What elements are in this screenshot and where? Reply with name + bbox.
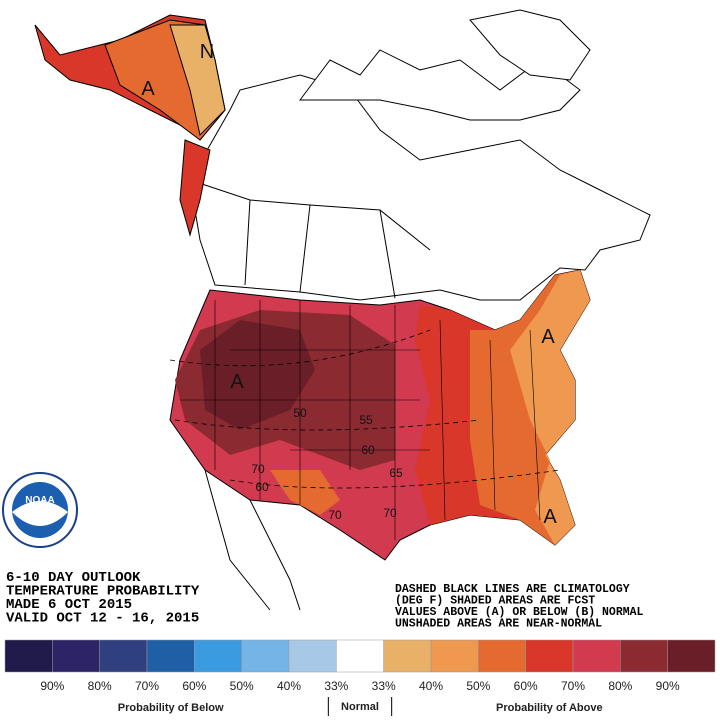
legend-swatch bbox=[572, 639, 621, 673]
legend-label: 80% bbox=[88, 679, 112, 693]
legend-label: 70% bbox=[135, 679, 159, 693]
normal-title: Normal bbox=[341, 701, 379, 713]
map-label: 50 bbox=[293, 406, 307, 420]
map-label: A bbox=[543, 506, 557, 528]
legend-swatch bbox=[525, 639, 574, 673]
map-label: 70 bbox=[383, 506, 397, 520]
legend-swatch bbox=[52, 639, 100, 673]
legend-label: 60% bbox=[514, 679, 538, 693]
legend-label: 90% bbox=[40, 679, 64, 693]
map-label: A bbox=[141, 78, 155, 100]
state-lines bbox=[180, 300, 541, 540]
legend-label: 40% bbox=[419, 679, 443, 693]
legend-swatch bbox=[383, 639, 432, 673]
map-label: A bbox=[541, 326, 555, 348]
legend-swatch bbox=[336, 639, 384, 673]
mexico-lines bbox=[204, 469, 301, 611]
legend-swatch bbox=[99, 639, 148, 673]
outlook-line: 6-10 DAY OUTLOOK bbox=[6, 570, 141, 586]
note-line: UNSHADED AREAS ARE NEAR-NORMAL bbox=[395, 618, 602, 631]
legend-swatch bbox=[478, 639, 526, 673]
legend-label: 50% bbox=[230, 679, 254, 693]
climatology-lines bbox=[169, 329, 561, 489]
legend-swatch bbox=[241, 639, 290, 673]
legend-label: 40% bbox=[277, 679, 301, 693]
legend-swatch bbox=[288, 639, 337, 673]
alaska-orange bbox=[169, 24, 226, 136]
legend-swatch bbox=[667, 639, 716, 673]
us-above-50 bbox=[510, 270, 590, 545]
legend-label: 90% bbox=[656, 679, 680, 693]
logo-text: NOAA bbox=[25, 495, 54, 506]
legend-label: 33% bbox=[372, 679, 396, 693]
dynamic-content: A A A A N 50 55 60 65 70 60 70 70 6-10 DAY OUTLOOKTEM… bbox=[4, 41, 716, 716]
arctic-islands-north bbox=[469, 9, 591, 81]
legend-label: 70% bbox=[561, 679, 585, 693]
map-label: 65 bbox=[389, 466, 403, 480]
outlook-line: TEMPERATURE PROBABILITY bbox=[6, 584, 200, 600]
note-line: (DEG F) SHADED AREAS ARE FCST bbox=[395, 595, 595, 608]
legend-swatch bbox=[4, 639, 53, 673]
map-label: A bbox=[230, 371, 244, 393]
province-lines bbox=[189, 179, 431, 299]
legend-swatch bbox=[620, 639, 668, 673]
map bbox=[34, 9, 651, 611]
map-label: 70 bbox=[328, 508, 342, 522]
legend-label: 80% bbox=[608, 679, 632, 693]
note-line: DASHED BLACK LINES ARE CLIMATOLOGY bbox=[395, 583, 630, 596]
panhandle bbox=[179, 139, 211, 237]
outlook-line: MADE 6 OCT 2015 bbox=[6, 597, 132, 613]
map-label: 70 bbox=[251, 462, 265, 476]
logo-bird bbox=[12, 501, 68, 526]
legend-label: 60% bbox=[182, 679, 206, 693]
legend-swatch bbox=[430, 639, 479, 673]
us-above-90-core bbox=[200, 320, 315, 430]
map-label: 60 bbox=[255, 480, 269, 494]
map-label: 60 bbox=[361, 443, 375, 457]
map-label: N bbox=[200, 41, 214, 63]
above-title: Probability of Above bbox=[496, 702, 603, 714]
note-line: VALUES ABOVE (A) OR BELOW (B) NORMAL bbox=[395, 606, 644, 619]
legend-label: 50% bbox=[466, 679, 490, 693]
map-label: 55 bbox=[359, 413, 373, 427]
canada bbox=[189, 74, 651, 301]
noaa-logo: NOAA bbox=[2, 472, 78, 548]
legend-label: 33% bbox=[324, 679, 348, 693]
outlook-line: VALID OCT 12 - 16, 2015 bbox=[6, 611, 199, 627]
legend-swatch bbox=[194, 639, 242, 673]
below-title: Probability of Below bbox=[118, 702, 224, 714]
southwest-orange bbox=[270, 470, 340, 515]
legend-swatch bbox=[146, 639, 195, 673]
